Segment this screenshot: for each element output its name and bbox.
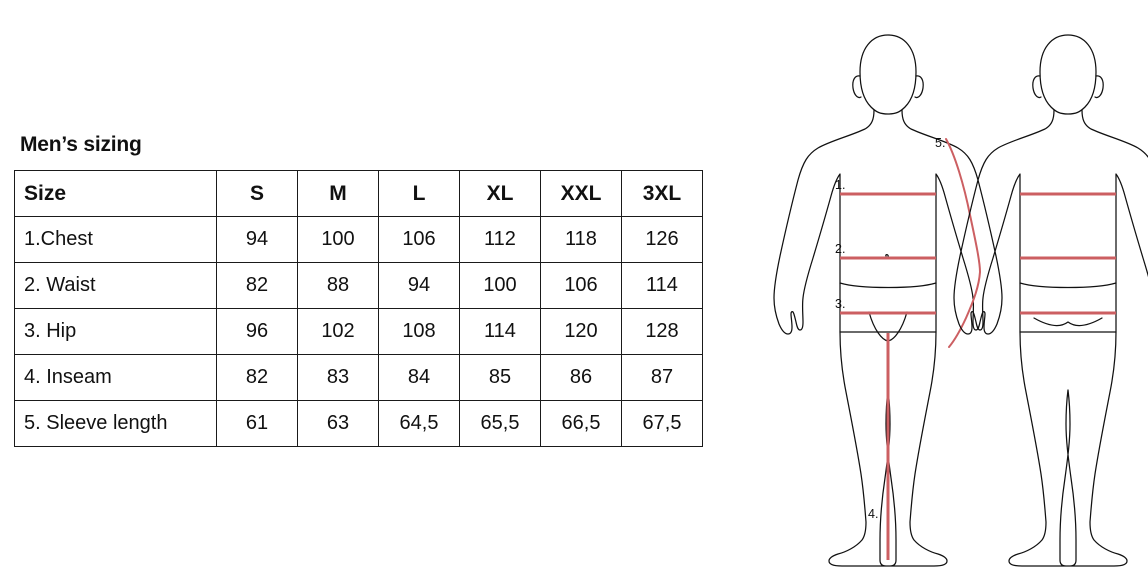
body-figures-panel: 1. 2. 3. 4. 5.: [750, 0, 1148, 571]
column-header-l: L: [378, 170, 460, 217]
cell-inseam-xxl: 86: [540, 354, 622, 401]
callout-label-2: 2.: [835, 242, 845, 256]
row-label-hip: 3. Hip: [14, 308, 217, 355]
cell-hip-m: 102: [297, 308, 379, 355]
cell-chest-m: 100: [297, 216, 379, 263]
cell-inseam-s: 82: [216, 354, 298, 401]
front-head-outline: [859, 34, 917, 115]
column-header-xl: XL: [459, 170, 541, 217]
cell-hip-xl: 114: [459, 308, 541, 355]
cell-sleeve-s: 61: [216, 400, 298, 447]
front-body-figure: 1. 2. 3. 4. 5.: [773, 34, 1003, 567]
callout-label-3: 3.: [835, 297, 845, 311]
cell-inseam-xl: 85: [459, 354, 541, 401]
front-navel-mark: [885, 254, 889, 258]
cell-sleeve-l: 64,5: [378, 400, 460, 447]
column-header-xxl: XXL: [540, 170, 622, 217]
cell-waist-l: 94: [378, 262, 460, 309]
cell-inseam-m: 83: [297, 354, 379, 401]
cell-sleeve-xxl: 66,5: [540, 400, 622, 447]
cell-inseam-l: 84: [378, 354, 460, 401]
callout-label-1: 1.: [835, 178, 845, 192]
table-row: 5. Sleeve length 61 63 64,5 65,5 66,5 67…: [14, 400, 703, 447]
cell-sleeve-xl: 65,5: [459, 400, 541, 447]
column-header-3xl: 3XL: [621, 170, 703, 217]
cell-waist-m: 88: [297, 262, 379, 309]
callout-label-4: 4.: [868, 507, 878, 521]
table-row: 4. Inseam 82 83 84 85 86 87: [14, 354, 703, 401]
row-label-waist: 2. Waist: [14, 262, 217, 309]
column-header-m: M: [297, 170, 379, 217]
back-waist-contour: [1019, 282, 1117, 289]
back-left-ear-icon: [1032, 75, 1042, 99]
back-body-figure: [953, 34, 1148, 567]
row-label-chest: 1.Chest: [14, 216, 217, 263]
back-right-ear-icon: [1094, 75, 1104, 99]
table-header-row: Size S M L XL XXL 3XL: [14, 170, 703, 217]
cell-waist-3xl: 114: [621, 262, 703, 309]
cell-sleeve-m: 63: [297, 400, 379, 447]
table-row: 3. Hip 96 102 108 114 120 128: [14, 308, 703, 355]
cell-inseam-3xl: 87: [621, 354, 703, 401]
row-label-sleeve-length: 5. Sleeve length: [14, 400, 217, 447]
cell-hip-xxl: 120: [540, 308, 622, 355]
cell-waist-xxl: 106: [540, 262, 622, 309]
back-body-silhouette: [953, 109, 1148, 567]
table-row: 2. Waist 82 88 94 100 106 114: [14, 262, 703, 309]
cell-chest-xxl: 118: [540, 216, 622, 263]
cell-waist-xl: 100: [459, 262, 541, 309]
table-row: 1.Chest 94 100 106 112 118 126: [14, 216, 703, 263]
page-title: Men’s sizing: [20, 133, 142, 156]
cell-hip-l: 108: [378, 308, 460, 355]
back-buttocks-contour: [1033, 317, 1103, 327]
cell-chest-xl: 112: [459, 216, 541, 263]
back-head-outline: [1039, 34, 1097, 115]
callout-label-5: 5.: [935, 136, 945, 150]
cell-sleeve-3xl: 67,5: [621, 400, 703, 447]
cell-hip-3xl: 128: [621, 308, 703, 355]
sizing-table-panel: Men’s sizing Size S M L XL XXL 3XL 1.Che…: [14, 133, 703, 447]
front-waist-contour: [839, 282, 937, 289]
cell-chest-s: 94: [216, 216, 298, 263]
sizing-table: Size S M L XL XXL 3XL 1.Chest 94 100 106…: [14, 170, 703, 447]
front-left-ear-icon: [852, 75, 862, 99]
cell-chest-l: 106: [378, 216, 460, 263]
front-right-ear-icon: [914, 75, 924, 99]
column-header-s: S: [216, 170, 298, 217]
cell-chest-3xl: 126: [621, 216, 703, 263]
table-corner-header: Size: [14, 170, 217, 217]
cell-hip-s: 96: [216, 308, 298, 355]
cell-waist-s: 82: [216, 262, 298, 309]
row-label-inseam: 4. Inseam: [14, 354, 217, 401]
